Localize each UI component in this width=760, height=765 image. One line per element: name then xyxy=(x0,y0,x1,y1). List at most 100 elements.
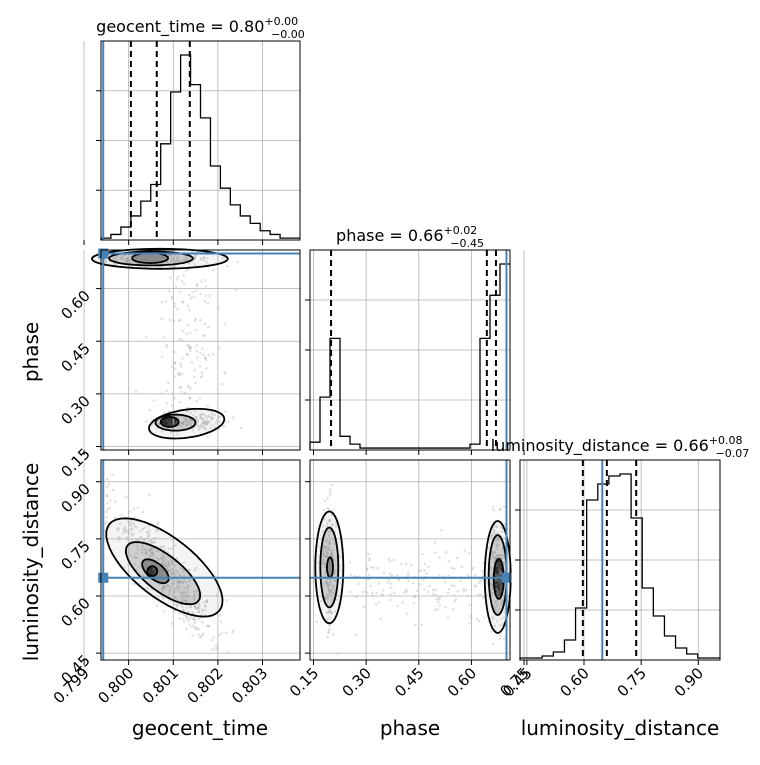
sample-point xyxy=(500,526,503,529)
sample-point xyxy=(497,561,500,565)
sample-point xyxy=(152,540,156,544)
sample-point xyxy=(495,579,498,582)
sample-point xyxy=(382,571,386,574)
sample-point xyxy=(186,584,189,587)
sample-point xyxy=(498,571,502,574)
sample-point xyxy=(162,585,166,588)
sample-point xyxy=(202,412,205,415)
sample-point xyxy=(170,578,174,581)
sample-point xyxy=(494,532,497,536)
truth-point xyxy=(501,572,512,583)
sample-point xyxy=(170,567,173,571)
sample-point xyxy=(112,488,115,492)
sample-point xyxy=(500,585,503,588)
sample-point xyxy=(113,500,117,503)
sample-point xyxy=(185,586,189,590)
sample-point xyxy=(150,551,153,555)
contour-core xyxy=(146,565,159,578)
sample-point xyxy=(166,569,170,572)
sample-point xyxy=(330,549,334,552)
sample-point xyxy=(390,586,393,589)
sample-point xyxy=(182,282,186,286)
sample-point xyxy=(144,547,147,551)
sample-point xyxy=(431,592,435,596)
sample-point xyxy=(494,539,498,543)
sample-point xyxy=(145,258,148,261)
sample-point xyxy=(462,589,466,593)
sample-point xyxy=(490,534,493,538)
sample-point xyxy=(134,556,138,559)
sample-point xyxy=(122,565,126,569)
sample-point xyxy=(499,569,502,573)
sample-point xyxy=(152,423,155,426)
sample-point xyxy=(181,300,185,303)
x-tick-label: 0.90 xyxy=(671,664,707,700)
sample-point xyxy=(423,587,426,591)
sample-point xyxy=(332,587,336,591)
sample-point xyxy=(161,255,165,259)
sample-point xyxy=(170,571,173,575)
sample-point xyxy=(199,351,202,355)
sample-point xyxy=(169,588,172,591)
sample-point xyxy=(167,289,171,293)
sample-point xyxy=(188,422,192,426)
x-tick-label: 0.802 xyxy=(184,664,227,707)
sample-point xyxy=(460,565,464,569)
sample-point xyxy=(404,562,408,566)
sample-point xyxy=(130,534,134,537)
sample-point xyxy=(413,623,417,627)
sample-point xyxy=(236,260,239,264)
sample-point xyxy=(220,631,224,635)
sample-point xyxy=(157,558,161,561)
sample-point xyxy=(178,338,181,342)
sample-point xyxy=(159,556,163,560)
sample-point xyxy=(198,604,202,607)
sample-point xyxy=(128,258,132,262)
sample-point xyxy=(166,584,170,587)
sample-point xyxy=(200,347,204,350)
sample-point xyxy=(186,343,190,347)
sample-point xyxy=(132,522,135,525)
sample-point xyxy=(188,420,191,424)
sample-point xyxy=(103,522,107,526)
sample-point xyxy=(497,544,501,547)
sample-point xyxy=(191,611,195,614)
sample-point xyxy=(330,551,334,555)
sample-point xyxy=(328,569,332,572)
sample-point xyxy=(388,598,392,601)
sample-point xyxy=(167,564,171,567)
sample-point xyxy=(180,580,183,584)
sample-point xyxy=(137,255,140,258)
sample-point xyxy=(327,586,331,590)
sample-point xyxy=(152,399,156,402)
sample-point xyxy=(105,485,109,489)
sample-point xyxy=(239,426,243,430)
sample-point xyxy=(193,368,196,372)
sample-point xyxy=(205,600,208,603)
sample-point xyxy=(444,551,448,554)
sample-point xyxy=(186,610,190,613)
sample-point xyxy=(491,585,494,589)
contour-inner xyxy=(492,557,505,600)
sample-point xyxy=(194,566,198,569)
sample-point xyxy=(165,346,168,349)
sample-point xyxy=(323,571,327,574)
sample-point xyxy=(477,619,481,623)
sample-point xyxy=(177,589,180,593)
sample-point xyxy=(203,428,207,431)
sample-point xyxy=(328,590,331,594)
sample-point xyxy=(328,572,332,576)
sample-point xyxy=(190,419,194,422)
sample-point xyxy=(390,574,394,578)
sample-point xyxy=(158,569,162,572)
sample-point xyxy=(170,431,173,434)
truth-point xyxy=(98,572,109,583)
sample-point xyxy=(148,409,152,412)
sample-point xyxy=(327,548,331,551)
sample-point xyxy=(140,536,143,539)
sample-point xyxy=(328,518,332,522)
sample-point xyxy=(176,308,179,311)
sample-point xyxy=(205,599,208,603)
sample-point xyxy=(203,422,207,426)
sample-point xyxy=(117,529,120,532)
